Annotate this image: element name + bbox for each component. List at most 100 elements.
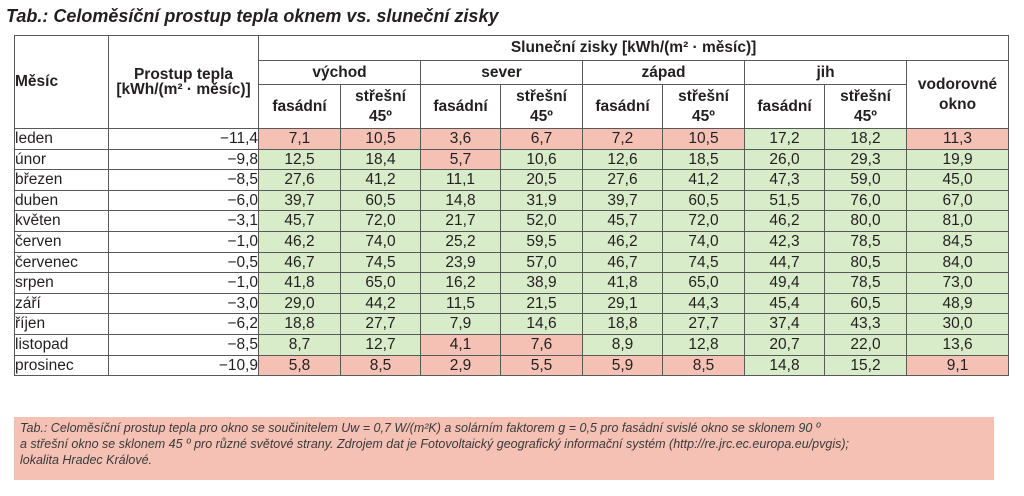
gain-cell: 52,0 bbox=[500, 210, 583, 232]
header-roof: střešní 45º bbox=[340, 84, 421, 129]
transfer-cell: −8,5 bbox=[108, 333, 259, 356]
transfer-cell: −11,4 bbox=[108, 128, 259, 150]
gain-cell: 7,2 bbox=[582, 128, 663, 150]
gain-cell: 27,7 bbox=[340, 313, 421, 335]
table-row: listopad −8,5 8,7 12,7 4,1 7,6 8,9 12,8 20,7 22,0… bbox=[14, 333, 1010, 356]
month-cell: únor bbox=[14, 148, 109, 171]
gain-cell: 30,0 bbox=[905, 313, 1010, 335]
gain-cell: 67,0 bbox=[905, 189, 1010, 212]
gain-cell: 49,4 bbox=[744, 272, 825, 294]
gain-cell: 5,8 bbox=[258, 354, 341, 377]
month-cell: listopad bbox=[14, 333, 109, 356]
gain-cell: 14,8 bbox=[420, 189, 501, 212]
header-north: sever bbox=[420, 60, 583, 85]
month-cell: leden bbox=[14, 128, 109, 150]
gain-cell: 13,6 bbox=[905, 333, 1010, 356]
gain-cell: 8,9 bbox=[582, 333, 663, 356]
header-transfer: Prostup tepla [kWh/(m² · měsíc)] bbox=[108, 35, 259, 129]
gain-cell: 11,5 bbox=[420, 292, 501, 315]
gain-cell: 29,1 bbox=[582, 292, 663, 315]
gain-cell: 3,6 bbox=[420, 128, 501, 150]
footnote-line: a střešní okno se sklonem 45 º pro různé… bbox=[20, 437, 849, 451]
table-row: květen −3,1 45,7 72,0 21,7 52,0 45,7 72,0 46,2 80… bbox=[14, 210, 1010, 232]
month-cell: březen bbox=[14, 169, 109, 191]
transfer-cell: −1,0 bbox=[108, 272, 259, 294]
month-cell: červenec bbox=[14, 251, 109, 274]
gain-cell: 5,5 bbox=[500, 354, 583, 377]
gain-cell: 41,2 bbox=[340, 169, 421, 191]
table-row: duben −6,0 39,7 60,5 14,8 31,9 39,7 60,5 51,5 76,… bbox=[14, 189, 1010, 212]
gain-cell: 47,3 bbox=[744, 169, 825, 191]
gain-cell: 81,0 bbox=[905, 210, 1010, 232]
gain-cell: 18,4 bbox=[340, 148, 421, 171]
transfer-cell: −3,0 bbox=[108, 292, 259, 315]
gain-cell: 74,0 bbox=[662, 230, 745, 253]
footnote-line: lokalita Hradec Králové. bbox=[20, 453, 153, 467]
header-facade: fasádní bbox=[420, 84, 501, 129]
gain-cell: 18,2 bbox=[824, 128, 907, 150]
gain-cell: 78,5 bbox=[824, 272, 907, 294]
gain-cell: 45,7 bbox=[258, 210, 341, 232]
month-cell: říjen bbox=[14, 313, 109, 335]
header-facade: fasádní bbox=[258, 84, 341, 129]
gain-cell: 46,7 bbox=[582, 251, 663, 274]
table-row: červen −1,0 46,2 74,0 25,2 59,5 46,2 74,0 42,3 78… bbox=[14, 230, 1010, 253]
gain-cell: 12,6 bbox=[582, 148, 663, 171]
transfer-cell: −6,0 bbox=[108, 189, 259, 212]
gain-cell: 74,0 bbox=[340, 230, 421, 253]
gain-cell: 2,9 bbox=[420, 354, 501, 377]
gain-cell: 59,5 bbox=[500, 230, 583, 253]
header-transfer-unit: [kWh/(m² · měsíc)] bbox=[116, 81, 251, 98]
header-transfer-label: Prostup tepla bbox=[133, 65, 234, 83]
gain-cell: 15,2 bbox=[824, 354, 907, 377]
table-title: Tab.: Celoměsíční prostup tepla oknem vs… bbox=[6, 6, 499, 26]
gain-cell: 4,1 bbox=[420, 333, 501, 356]
gain-cell: 51,5 bbox=[744, 189, 825, 212]
gain-cell: 59,0 bbox=[824, 169, 907, 191]
gain-cell: 12,8 bbox=[662, 333, 745, 356]
gain-cell: 60,5 bbox=[662, 189, 745, 212]
gain-cell: 60,5 bbox=[824, 292, 907, 315]
gain-cell: 20,5 bbox=[500, 169, 583, 191]
month-cell: červen bbox=[14, 230, 109, 253]
gain-cell: 6,7 bbox=[500, 128, 583, 150]
gain-cell: 18,8 bbox=[582, 313, 663, 335]
gain-cell: 37,4 bbox=[744, 313, 825, 335]
gain-cell: 29,0 bbox=[258, 292, 341, 315]
gain-cell: 8,7 bbox=[258, 333, 341, 356]
header-facade: fasádní bbox=[582, 84, 663, 129]
gain-cell: 65,0 bbox=[662, 272, 745, 294]
gain-cell: 8,5 bbox=[662, 354, 745, 377]
transfer-cell: −0,5 bbox=[108, 251, 259, 274]
gain-cell: 80,5 bbox=[824, 251, 907, 274]
header-roof: střešní 45º bbox=[500, 84, 583, 129]
gain-cell: 31,9 bbox=[500, 189, 583, 212]
header-west: západ bbox=[582, 60, 745, 85]
transfer-cell: −6,2 bbox=[108, 313, 259, 335]
gain-cell: 12,5 bbox=[258, 148, 341, 171]
gain-cell: 5,7 bbox=[420, 148, 501, 171]
gain-cell: 45,4 bbox=[744, 292, 825, 315]
month-cell: srpen bbox=[14, 272, 109, 294]
transfer-cell: −1,0 bbox=[108, 230, 259, 253]
header-south: jih bbox=[744, 60, 907, 85]
gain-cell: 10,6 bbox=[500, 148, 583, 171]
transfer-cell: −3,1 bbox=[108, 210, 259, 232]
gain-cell: 10,5 bbox=[662, 128, 745, 150]
gain-cell: 84,0 bbox=[905, 251, 1010, 274]
transfer-cell: −8,5 bbox=[108, 169, 259, 191]
gain-cell: 74,5 bbox=[662, 251, 745, 274]
gain-cell: 46,2 bbox=[258, 230, 341, 253]
table-row: březen −8,5 27,6 41,2 11,1 20,5 27,6 41,2 47,3 59… bbox=[14, 169, 1010, 191]
gain-cell: 18,8 bbox=[258, 313, 341, 335]
gain-cell: 74,5 bbox=[340, 251, 421, 274]
gain-cell: 10,5 bbox=[340, 128, 421, 150]
month-cell: prosinec bbox=[14, 354, 109, 377]
gain-cell: 25,2 bbox=[420, 230, 501, 253]
month-cell: duben bbox=[14, 189, 109, 212]
header-east: východ bbox=[258, 60, 421, 85]
gain-cell: 78,5 bbox=[824, 230, 907, 253]
gain-cell: 8,5 bbox=[340, 354, 421, 377]
gain-cell: 73,0 bbox=[905, 272, 1010, 294]
table-row: červenec −0,5 46,7 74,5 23,9 57,0 46,7 74,5 44,7… bbox=[14, 251, 1010, 274]
